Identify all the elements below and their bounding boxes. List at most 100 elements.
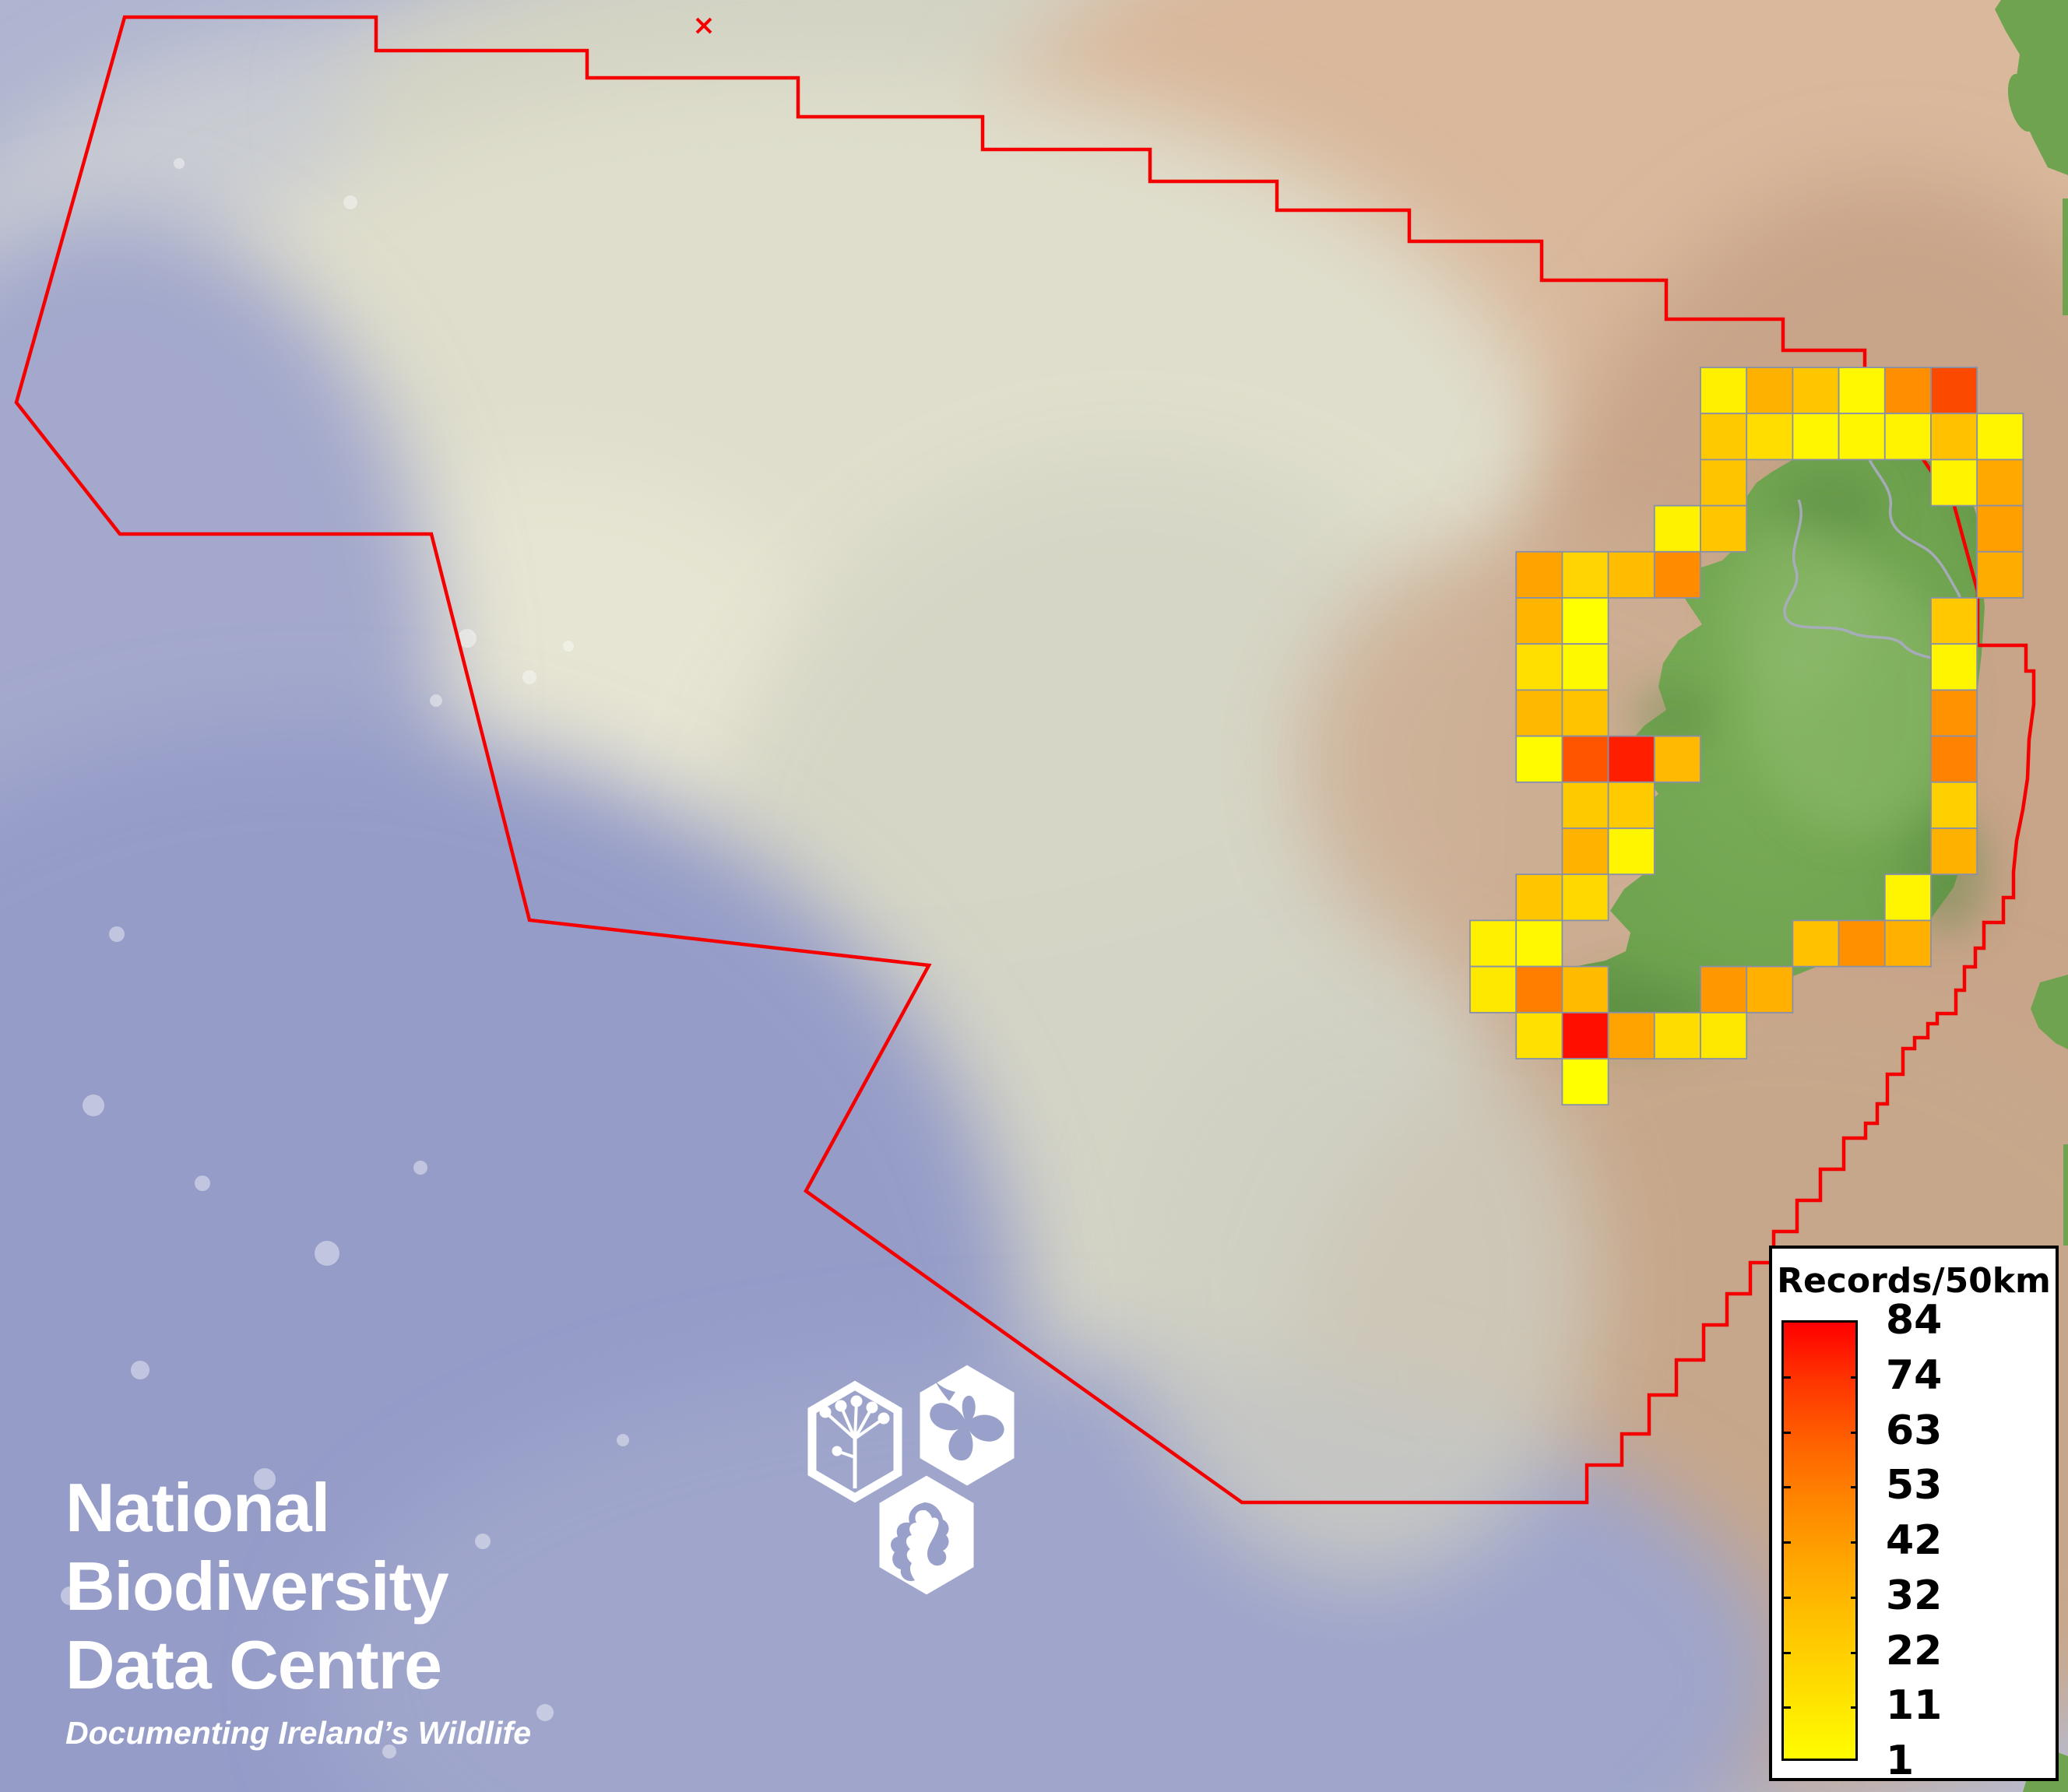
legend-tick-mark [1851,1486,1858,1489]
legend-tick-mark [1784,1376,1791,1379]
legend-color-ramp [1781,1320,1858,1761]
grid-cell [1930,597,1978,645]
grid-cell [1561,735,1609,783]
grid-cell [1930,459,1978,507]
grid-cell [1653,1011,1701,1059]
grid-cell [1930,689,1978,737]
legend-title: Records/50km [1777,1261,2051,1301]
grid-cell [1607,735,1655,783]
grid-cell [1700,459,1748,507]
grid-cell [1838,919,1886,968]
grid-cell [1746,367,1794,415]
legend-tick-mark [1851,1706,1858,1709]
seamount-speckles [61,158,629,1759]
records-grid [1469,367,2024,1106]
grid-cell [1930,827,1978,876]
grid-cell [1700,965,1748,1014]
legend-tick-label: 84 [1886,1297,1943,1344]
legend-tick-mark [1851,1541,1858,1544]
grid-cell [1607,1011,1655,1059]
legend-tick-label: 32 [1886,1572,1943,1619]
grid-cell [1976,550,2024,599]
legend-tick-label: 74 [1886,1351,1943,1399]
legend-tick-label: 53 [1886,1462,1943,1509]
legend-tick-label: 42 [1886,1517,1943,1564]
legend-tick-mark [1784,1706,1791,1709]
grid-cell [1561,550,1609,599]
legend-tick-mark [1851,1651,1858,1654]
grid-cell [1838,413,1886,461]
nbdc-logo-text: National Biodiversity Data Centre Docume… [65,1468,531,1752]
boundary-x-mark [695,17,712,34]
grid-cell [1930,413,1978,461]
grid-cell [1930,781,1978,829]
seahorse-hexagon-icon [879,1475,974,1595]
grid-cell [1515,873,1563,922]
grid-cell [1515,965,1563,1014]
grid-cell [1746,413,1794,461]
grid-cell [1561,873,1609,922]
grid-cell [1561,597,1609,645]
logo-line-1: National [65,1469,330,1546]
grid-cell [1883,919,1932,968]
grid-cell [1469,965,1518,1014]
grid-cell [1561,689,1609,737]
grid-cell [1792,367,1840,415]
logo-line-2: Biodiversity [65,1548,449,1625]
grid-cell [1653,735,1701,783]
grid-cell [1515,1011,1563,1059]
legend-tick-label: 11 [1886,1682,1943,1730]
grid-cell [1930,643,1978,691]
grid-cell [1515,597,1563,645]
legend-tick-mark [1851,1431,1858,1434]
grid-cell [1607,781,1655,829]
grid-cell [1838,367,1886,415]
logo-tagline: Documenting Ireland’s Wildlife [65,1715,532,1751]
grid-cell [1883,367,1932,415]
grid-cell [1653,550,1701,599]
grid-cell [1700,1011,1748,1059]
legend-tick-label: 22 [1886,1627,1943,1674]
designated-area-boundary [14,15,2036,1505]
plant-hexagon-icon [807,1380,902,1503]
grid-cell [1930,367,1978,415]
legend: Records/50km 84 74 63 53 42 32 22 11 1 [1769,1246,2059,1781]
grid-cell [1700,413,1748,461]
grid-cell [1700,367,1748,415]
grid-cell [1515,550,1563,599]
grid-cell [1561,643,1609,691]
legend-tick-label: 63 [1886,1407,1943,1454]
grid-cell [1792,413,1840,461]
grid-cell [1930,735,1978,783]
legend-tick-mark [1784,1486,1791,1489]
grid-cell [1561,1011,1609,1059]
seahorse-glyph [891,1502,949,1582]
grid-cell [1469,919,1518,968]
grid-cell [1976,504,2024,553]
legend-tick-mark [1784,1431,1791,1434]
grid-cell [1561,827,1609,876]
grid-cell [1561,1058,1609,1106]
butterfly-glyph [930,1381,1004,1461]
grid-cell [1515,689,1563,737]
legend-tick-mark [1784,1651,1791,1654]
legend-tick-mark [1784,1541,1791,1544]
grid-cell [1746,965,1794,1014]
grid-cell [1976,413,2024,461]
grid-cell [1792,919,1840,968]
grid-cell [1607,550,1655,599]
nbdc-logo-icon [807,1365,1015,1595]
grid-cell [1515,643,1563,691]
legend-tick-mark [1851,1376,1858,1379]
grid-cell [1700,504,1748,553]
legend-tick-mark [1784,1596,1791,1599]
grid-cell [1653,504,1701,553]
logo-line-3: Data Centre [65,1626,442,1703]
grid-cell [1883,413,1932,461]
grid-cell [1561,965,1609,1014]
grid-cell [1515,735,1563,783]
grid-cell [1607,827,1655,876]
grid-cell [1561,781,1609,829]
